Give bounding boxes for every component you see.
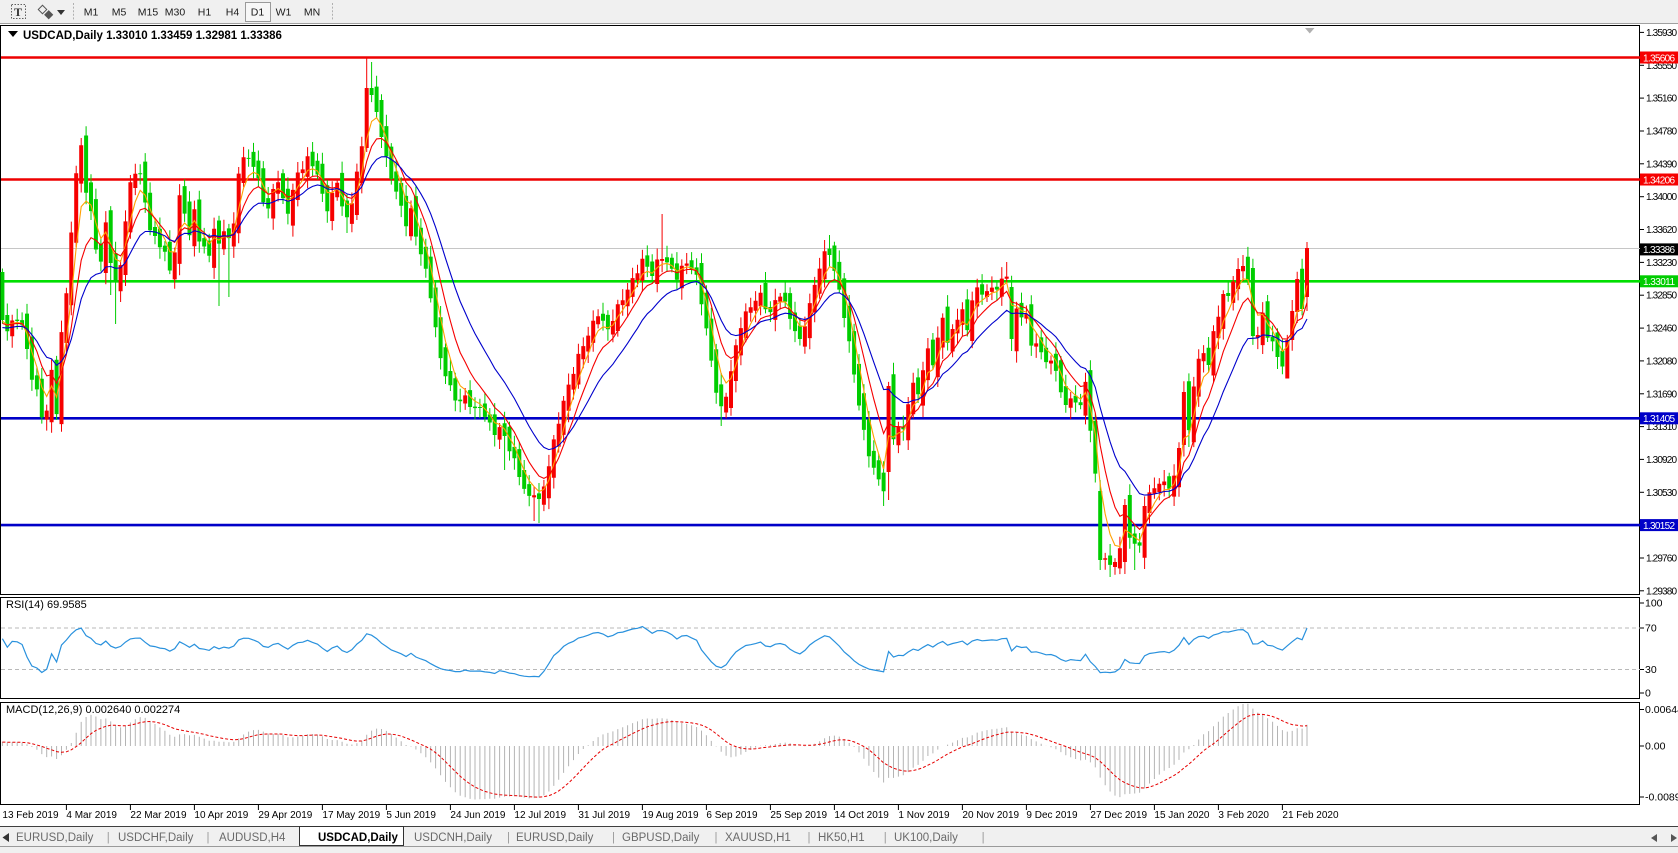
svg-text:|: | (107, 832, 110, 844)
svg-text:1.32850: 1.32850 (1646, 291, 1677, 302)
svg-text:13 Feb 2019: 13 Feb 2019 (2, 810, 59, 821)
svg-text:USDCAD,Daily: USDCAD,Daily (318, 832, 398, 844)
svg-text:1.31690: 1.31690 (1646, 389, 1677, 400)
svg-text:1.29760: 1.29760 (1646, 554, 1677, 565)
svg-text:10 Apr 2019: 10 Apr 2019 (194, 810, 248, 821)
svg-text:USDCHF,Daily: USDCHF,Daily (118, 832, 194, 844)
svg-text:|: | (612, 832, 615, 844)
svg-text:1.31405: 1.31405 (1643, 414, 1675, 425)
svg-text:25 Sep 2019: 25 Sep 2019 (770, 810, 827, 821)
svg-text:14 Oct 2019: 14 Oct 2019 (834, 810, 889, 821)
svg-text:M1: M1 (84, 7, 99, 19)
svg-text:1.35606: 1.35606 (1643, 53, 1675, 64)
svg-text:M5: M5 (112, 7, 127, 19)
svg-text:20 Nov 2019: 20 Nov 2019 (962, 810, 1019, 821)
svg-text:|: | (808, 832, 811, 844)
svg-text:|: | (982, 832, 985, 844)
svg-text:USDCNH,Daily: USDCNH,Daily (414, 832, 492, 844)
svg-text:15 Jan 2020: 15 Jan 2020 (1154, 810, 1209, 821)
svg-text:1.33620: 1.33620 (1646, 225, 1677, 236)
svg-text:W1: W1 (276, 7, 292, 19)
svg-text:0: 0 (1645, 688, 1651, 700)
svg-text:1.33011: 1.33011 (1643, 277, 1675, 288)
svg-text:|: | (207, 832, 210, 844)
svg-text:19 Aug 2019: 19 Aug 2019 (642, 810, 699, 821)
svg-text:1.31310: 1.31310 (1646, 422, 1677, 433)
svg-text:|: | (507, 832, 510, 844)
svg-text:4 Mar 2019: 4 Mar 2019 (66, 810, 117, 821)
svg-text:70: 70 (1645, 623, 1657, 635)
svg-text:0.006448: 0.006448 (1645, 704, 1678, 716)
svg-text:1.35550: 1.35550 (1646, 61, 1677, 72)
svg-text:21 Feb 2020: 21 Feb 2020 (1282, 810, 1339, 821)
svg-text:22 Mar 2019: 22 Mar 2019 (130, 810, 187, 821)
svg-text:-0.00898: -0.00898 (1645, 792, 1678, 804)
svg-text:1.30152: 1.30152 (1643, 521, 1675, 532)
svg-text:1.30920: 1.30920 (1646, 455, 1677, 466)
svg-text:1.34390: 1.34390 (1646, 159, 1677, 170)
svg-text:31 Jul 2019: 31 Jul 2019 (578, 810, 630, 821)
svg-text:12 Jul 2019: 12 Jul 2019 (514, 810, 566, 821)
svg-text:100: 100 (1645, 598, 1663, 610)
svg-text:UK100,Daily: UK100,Daily (894, 832, 958, 844)
svg-text:H4: H4 (226, 7, 240, 19)
svg-text:MACD(12,26,9) 0.002640 0.00227: MACD(12,26,9) 0.002640 0.002274 (6, 704, 180, 716)
svg-text:1.35930: 1.35930 (1646, 28, 1677, 39)
svg-text:1.34206: 1.34206 (1643, 175, 1675, 186)
svg-text:1.29380: 1.29380 (1646, 586, 1677, 597)
svg-text:1.33230: 1.33230 (1646, 258, 1677, 269)
svg-text:1 Nov 2019: 1 Nov 2019 (898, 810, 950, 821)
svg-text:D1: D1 (251, 7, 265, 19)
svg-text:17 May 2019: 17 May 2019 (322, 810, 380, 821)
svg-text:3 Feb 2020: 3 Feb 2020 (1218, 810, 1269, 821)
svg-text:1.34000: 1.34000 (1646, 192, 1677, 203)
svg-text:1.32460: 1.32460 (1646, 324, 1677, 335)
svg-text:27 Dec 2019: 27 Dec 2019 (1090, 810, 1147, 821)
svg-text:1.30530: 1.30530 (1646, 488, 1677, 499)
svg-text:29 Apr 2019: 29 Apr 2019 (258, 810, 312, 821)
svg-text:9 Dec 2019: 9 Dec 2019 (1026, 810, 1078, 821)
svg-text:T: T (14, 5, 22, 19)
svg-text:M30: M30 (165, 7, 186, 19)
svg-text:EURUSD,Daily: EURUSD,Daily (516, 832, 594, 844)
svg-text:AUDUSD,H4: AUDUSD,H4 (219, 832, 286, 844)
svg-text:1.34780: 1.34780 (1646, 127, 1677, 138)
svg-text:30: 30 (1645, 664, 1657, 676)
svg-text:1.33386: 1.33386 (1643, 245, 1675, 256)
svg-text:0.00: 0.00 (1645, 741, 1666, 753)
svg-text:6 Sep 2019: 6 Sep 2019 (706, 810, 758, 821)
svg-text:EURUSD,Daily: EURUSD,Daily (16, 832, 94, 844)
svg-text:1.32080: 1.32080 (1646, 356, 1677, 367)
svg-text:|: | (715, 832, 718, 844)
svg-text:M15: M15 (138, 7, 159, 19)
svg-text:H1: H1 (198, 7, 212, 19)
svg-text:HK50,H1: HK50,H1 (818, 832, 865, 844)
svg-text:|: | (884, 832, 887, 844)
svg-text:XAUUSD,H1: XAUUSD,H1 (725, 832, 791, 844)
svg-text:USDCAD,Daily 1.33010 1.33459: USDCAD,Daily 1.33010 1.33459 1.32981 1.3… (23, 30, 282, 42)
svg-text:RSI(14) 69.9585: RSI(14) 69.9585 (6, 599, 87, 611)
svg-text:1.35160: 1.35160 (1646, 94, 1677, 105)
svg-text:24 Jun 2019: 24 Jun 2019 (450, 810, 505, 821)
svg-text:GBPUSD,Daily: GBPUSD,Daily (622, 832, 700, 844)
svg-text:MN: MN (304, 7, 320, 19)
svg-text:5 Jun 2019: 5 Jun 2019 (386, 810, 436, 821)
